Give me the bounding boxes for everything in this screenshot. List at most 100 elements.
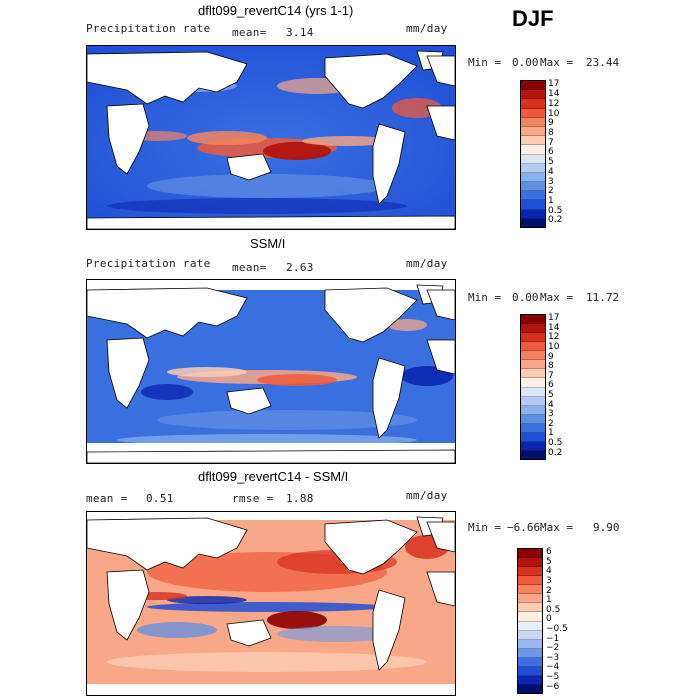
colorbar-swatch xyxy=(521,405,545,415)
panel1-max-value: 23.44 xyxy=(586,56,620,69)
colorbar-swatch xyxy=(518,630,542,640)
colorbar-level-label: 10 xyxy=(548,342,560,353)
colorbar-level-label: 8 xyxy=(548,127,554,138)
panel1-title: dflt099_revertC14 (yrs 1-1) xyxy=(198,3,354,18)
colorbar-swatch xyxy=(521,396,545,406)
colorbar-swatch xyxy=(521,441,545,451)
colorbar-level-label: 6 xyxy=(548,147,554,158)
panel2-title: SSM/I xyxy=(250,236,286,251)
colorbar-level-label: 0.5 xyxy=(548,438,563,449)
colorbar-level-label: 3 xyxy=(548,409,554,420)
colorbar-level-label: 1 xyxy=(546,595,552,606)
panel3-colorbar xyxy=(517,548,543,694)
panel3-colorbar-labels: 6 5 4 3 2 1 0.5 0 −0.5 −1 −2 −3 −4 −5 −6 xyxy=(546,548,568,692)
colorbar-level-label: 7 xyxy=(548,370,554,381)
colorbar-level-label: 8 xyxy=(548,361,554,372)
panel2-min-value: 0.00 xyxy=(512,291,539,304)
colorbar-swatch xyxy=(521,378,545,388)
panel2-colorbar-labels: 17 14 12 10 9 8 7 6 5 4 3 2 1 0.5 0.2 xyxy=(548,314,562,458)
colorbar-level-label: 1 xyxy=(548,428,554,439)
colorbar-swatch xyxy=(518,657,542,667)
panel1-variable-label: Precipitation rate xyxy=(86,22,211,35)
colorbar-swatch xyxy=(518,684,542,693)
colorbar-swatch xyxy=(521,423,545,433)
colorbar-swatch xyxy=(521,126,545,137)
colorbar-level-label: −0.5 xyxy=(546,624,568,635)
colorbar-level-label: 17 xyxy=(548,313,560,324)
colorbar-swatch xyxy=(521,182,545,192)
panel1-map xyxy=(86,45,456,230)
colorbar-swatch xyxy=(521,432,545,442)
colorbar-swatch xyxy=(521,360,545,370)
colorbar-swatch xyxy=(518,567,542,577)
panel3-title: dflt099_revertC14 - SSM/I xyxy=(198,469,349,484)
colorbar-level-label: 3 xyxy=(548,176,554,187)
panel2-colorbar xyxy=(520,314,546,460)
panel3-min-value: −6.66 xyxy=(507,521,541,534)
colorbar-level-label: 12 xyxy=(548,98,560,109)
panel1-units: mm/day xyxy=(406,22,448,35)
colorbar-swatch xyxy=(521,191,545,201)
colorbar-swatch xyxy=(521,163,545,173)
panel3-map xyxy=(86,511,456,696)
colorbar-level-label: −4 xyxy=(546,662,560,673)
colorbar-level-label: −5 xyxy=(546,672,560,683)
panel1-colorbar-labels: 17 14 12 10 9 8 7 6 5 4 3 2 1 0.5 0.2 xyxy=(548,80,562,226)
colorbar-swatch xyxy=(521,136,545,146)
panel3-map-svg xyxy=(87,512,455,695)
panel1-mean-value: 3.14 xyxy=(286,26,314,39)
colorbar-level-label: 5 xyxy=(546,556,552,567)
colorbar-swatch xyxy=(521,90,545,100)
colorbar-level-label: −2 xyxy=(546,643,560,654)
panel2-max-label: Max = xyxy=(540,291,574,304)
colorbar-swatch xyxy=(521,351,545,361)
colorbar-level-label: 0.5 xyxy=(548,205,563,216)
colorbar-level-label: 5 xyxy=(548,157,554,168)
colorbar-level-label: 0.2 xyxy=(548,447,563,458)
colorbar-level-label: 17 xyxy=(548,79,560,90)
colorbar-swatch xyxy=(521,387,545,397)
panel3-rmse-label: rmse = xyxy=(232,492,274,505)
panel1-colorbar xyxy=(520,80,546,228)
colorbar-level-label: −1 xyxy=(546,633,560,644)
colorbar-level-label: −3 xyxy=(546,652,560,663)
colorbar-swatch xyxy=(521,324,545,334)
panel2-map-svg xyxy=(87,280,455,463)
panel1-min-label: Min = xyxy=(468,56,502,69)
colorbar-swatch xyxy=(518,603,542,613)
colorbar-swatch xyxy=(521,369,545,379)
colorbar-level-label: −6 xyxy=(546,681,560,692)
season-label: DJF xyxy=(512,6,554,31)
colorbar-swatch xyxy=(518,612,542,622)
colorbar-swatch xyxy=(521,99,545,109)
colorbar-level-label: 4 xyxy=(546,566,552,577)
panel3-mean-label: mean = xyxy=(86,492,128,505)
panel3-units: mm/day xyxy=(406,489,448,502)
colorbar-swatch xyxy=(521,172,545,183)
colorbar-swatch xyxy=(521,209,545,219)
colorbar-swatch xyxy=(521,154,545,164)
colorbar-swatch xyxy=(521,342,545,352)
colorbar-level-label: 7 xyxy=(548,137,554,148)
colorbar-level-label: 9 xyxy=(548,351,554,362)
panel1-max-label: Max = xyxy=(540,56,574,69)
panel1-mean-label: mean= xyxy=(232,26,267,39)
colorbar-level-label: 2 xyxy=(548,418,554,429)
panel2-mean-label: mean= xyxy=(232,261,267,274)
colorbar-swatch xyxy=(518,675,542,685)
panel2-max-value: 11.72 xyxy=(586,291,620,304)
colorbar-swatch xyxy=(518,576,542,586)
colorbar-level-label: 6 xyxy=(546,547,552,558)
colorbar-level-label: 14 xyxy=(548,89,560,100)
colorbar-swatch xyxy=(521,108,545,118)
colorbar-level-label: 10 xyxy=(548,108,560,119)
colorbar-swatch xyxy=(518,594,542,604)
panel2-map xyxy=(86,279,456,464)
panel2-units: mm/day xyxy=(406,257,448,270)
colorbar-swatch xyxy=(521,200,545,210)
colorbar-level-label: 12 xyxy=(548,332,560,343)
colorbar-swatch xyxy=(521,218,545,227)
panel1-map-svg xyxy=(87,46,455,229)
colorbar-level-label: 0.5 xyxy=(546,604,561,615)
colorbar-level-label: 4 xyxy=(548,166,554,177)
